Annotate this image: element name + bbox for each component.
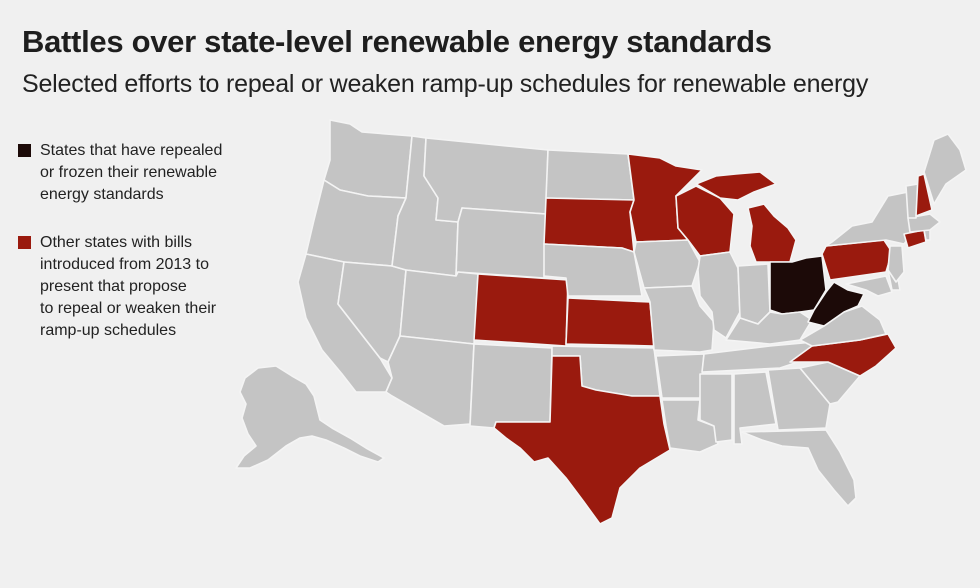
state-utah <box>399 269 479 345</box>
chart-title: Battles over state-level renewable energ… <box>22 24 772 59</box>
state-indiana <box>737 263 771 325</box>
state-wyoming <box>455 207 547 279</box>
state-kentucky <box>725 311 813 345</box>
state-rhode-island <box>923 229 931 241</box>
state-washington <box>323 119 413 199</box>
state-new-jersey <box>887 245 905 283</box>
state-michigan-lower <box>747 203 797 263</box>
state-alabama <box>733 371 777 445</box>
state-georgia <box>767 367 831 431</box>
state-nebraska <box>543 243 643 297</box>
state-vermont <box>905 183 919 219</box>
state-south-carolina <box>799 361 861 405</box>
state-west-virginia <box>807 281 865 327</box>
legend-item-repealed: States that have repealed or frozen thei… <box>18 140 222 206</box>
legend-swatch-repealed <box>18 144 31 157</box>
state-florida <box>741 429 857 507</box>
state-new-york <box>825 191 915 247</box>
state-alaska <box>235 365 385 469</box>
legend-item-bills: Other states with bills introduced from … <box>18 232 216 342</box>
state-new-hampshire <box>915 173 933 217</box>
legend-label-repealed: States that have repealed or frozen thei… <box>40 142 223 203</box>
chart-subtitle: Selected efforts to repeal or weaken ram… <box>22 70 869 98</box>
state-arizona <box>385 335 475 427</box>
state-illinois <box>697 251 741 339</box>
state-new-mexico <box>469 343 553 429</box>
state-colorado <box>473 273 569 347</box>
state-kansas <box>565 297 655 347</box>
legend-label-bills: Other states with bills introduced from … <box>40 234 217 339</box>
state-iowa <box>633 239 701 289</box>
state-arkansas <box>655 353 705 399</box>
state-michigan-upper <box>695 171 777 201</box>
state-mississippi <box>699 373 733 443</box>
legend-swatch-bills <box>18 236 31 249</box>
state-connecticut <box>903 229 927 249</box>
state-texas <box>493 355 671 525</box>
state-maine <box>923 133 967 205</box>
state-maryland <box>845 275 893 297</box>
state-missouri <box>643 285 715 353</box>
state-north-dakota <box>545 149 635 201</box>
